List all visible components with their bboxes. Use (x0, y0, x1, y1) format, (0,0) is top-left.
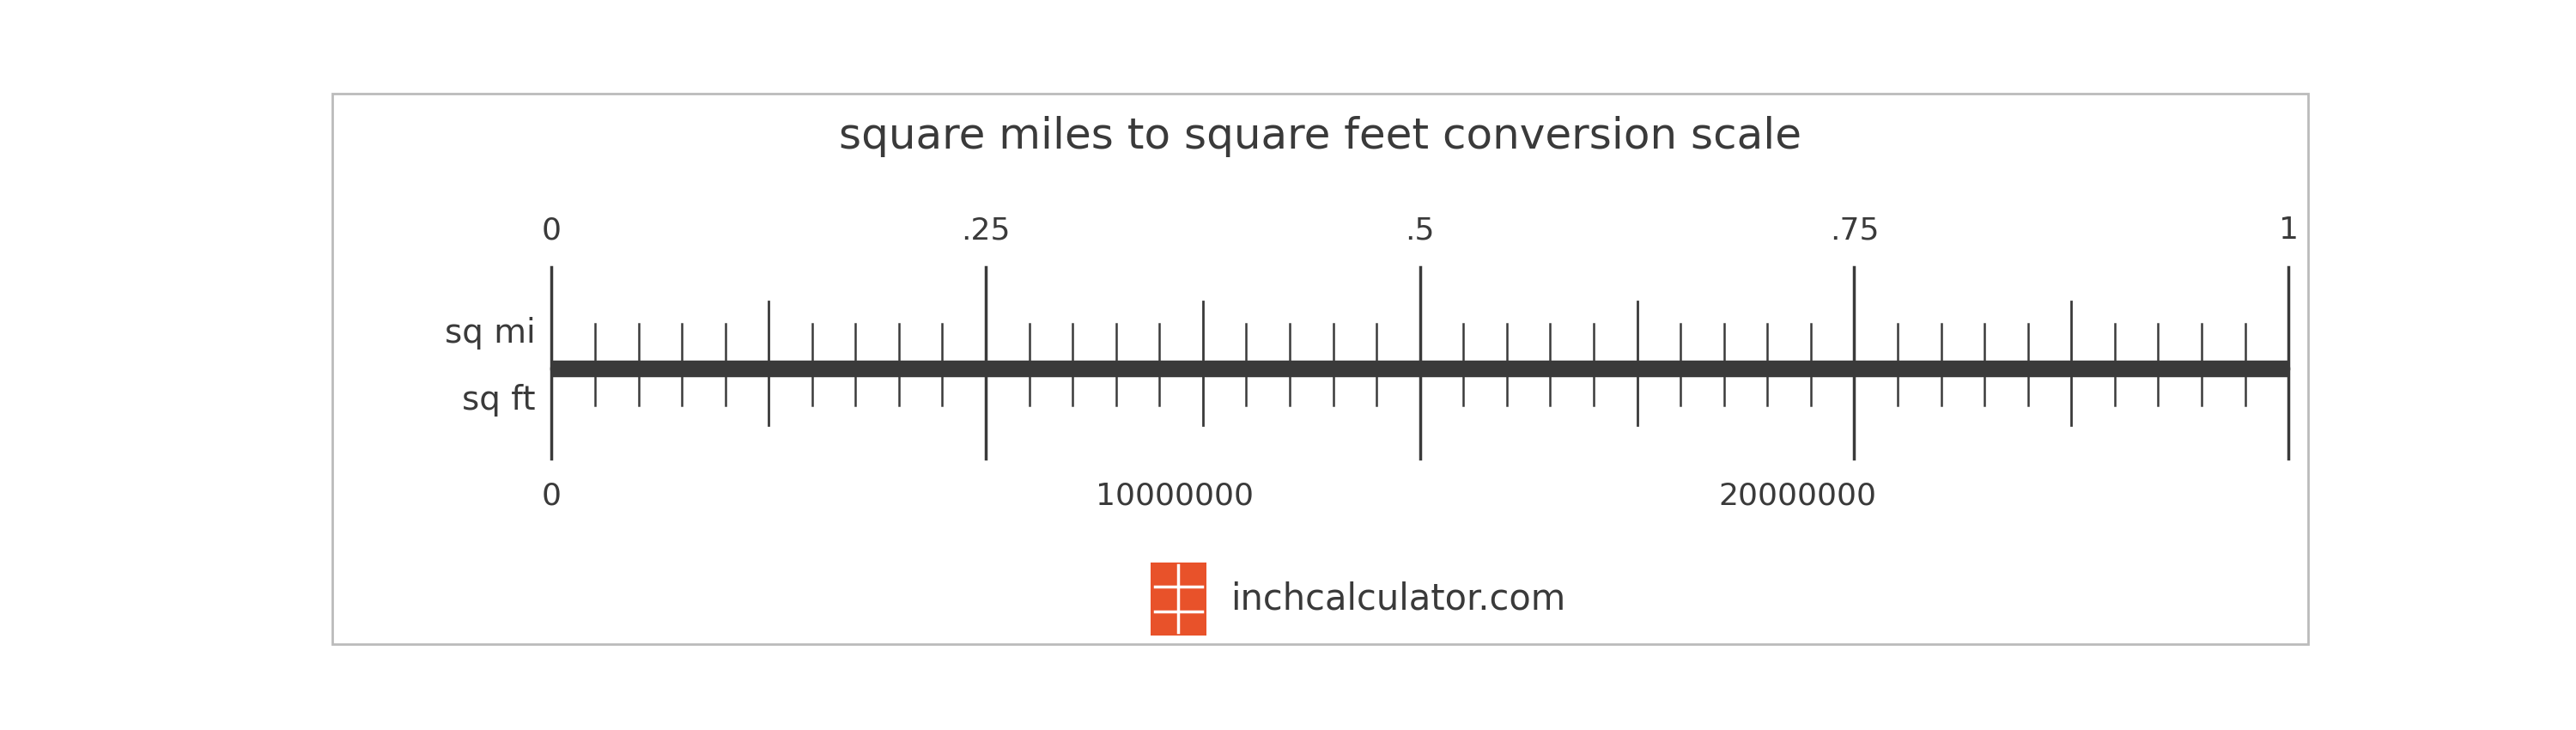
Text: sq ft: sq ft (461, 384, 536, 416)
Text: 10000000: 10000000 (1095, 481, 1255, 510)
Text: .75: .75 (1829, 216, 1878, 245)
Bar (1151, 563, 1206, 636)
Text: 0: 0 (541, 481, 562, 510)
Text: 20000000: 20000000 (1718, 481, 1875, 510)
Text: inchcalculator.com: inchcalculator.com (1231, 581, 1566, 617)
Text: .5: .5 (1406, 216, 1435, 245)
Text: sq mi: sq mi (446, 317, 536, 350)
Text: square miles to square feet conversion scale: square miles to square feet conversion s… (840, 116, 1801, 157)
Text: .25: .25 (961, 216, 1010, 245)
Text: 0: 0 (541, 216, 562, 245)
Text: 1: 1 (2280, 216, 2298, 245)
